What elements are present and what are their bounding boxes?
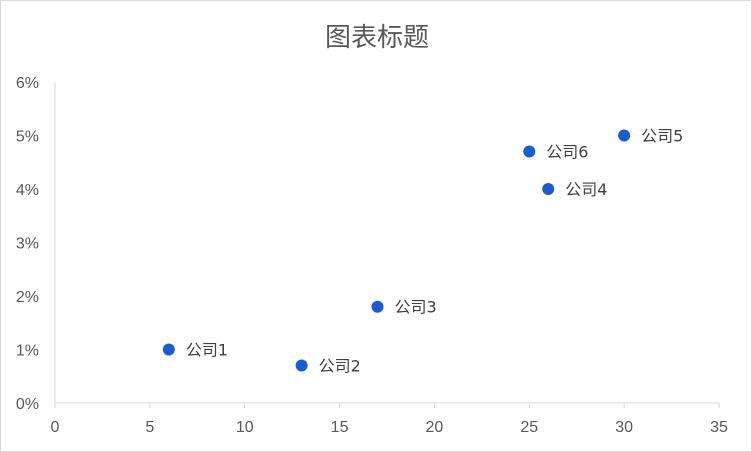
- x-tick-label: 0: [51, 419, 60, 436]
- y-tick-label: 6%: [16, 75, 39, 92]
- y-tick-label: 3%: [16, 236, 39, 253]
- data-point: [371, 300, 384, 313]
- data-label: 公司3: [395, 298, 437, 317]
- data-points: 公司1 公司2 公司3 公司4 公司5 公司6: [162, 127, 683, 376]
- data-point: [162, 343, 175, 356]
- x-tick-label: 5: [145, 419, 154, 436]
- y-tick-label: 2%: [16, 289, 39, 306]
- y-tick-label: 5%: [16, 129, 39, 146]
- x-tick-label: 15: [331, 419, 349, 436]
- axes: 0 5 10 15 20 25 30 35 0% 1% 2% 3% 4% 5% 6%: [16, 75, 728, 436]
- x-tick-label: 20: [426, 419, 444, 436]
- data-point: [523, 145, 536, 158]
- data-label: 公司2: [319, 357, 361, 376]
- x-tick-label: 10: [236, 419, 254, 436]
- data-label: 公司1: [186, 341, 228, 360]
- y-tick-label: 1%: [16, 343, 39, 360]
- y-tick-label: 4%: [16, 182, 39, 199]
- data-label: 公司5: [641, 127, 683, 146]
- data-point: [295, 359, 308, 372]
- x-tick-label: 30: [615, 419, 633, 436]
- x-tick-label: 35: [710, 419, 728, 436]
- x-tick-label: 25: [520, 419, 538, 436]
- chart-title: 图表标题: [325, 23, 429, 53]
- data-point: [618, 129, 631, 142]
- data-point: [542, 183, 555, 195]
- data-label: 公司4: [565, 180, 607, 199]
- data-label: 公司6: [546, 143, 588, 162]
- y-tick-label: 0%: [16, 396, 39, 413]
